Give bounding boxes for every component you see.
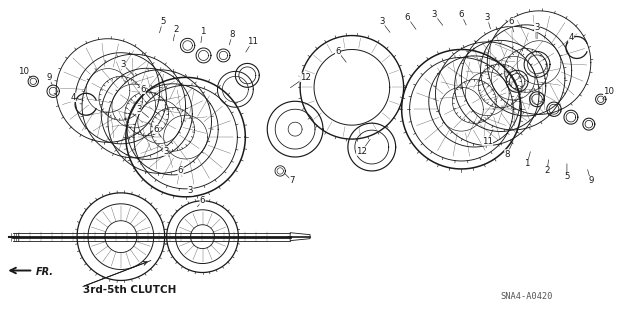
Text: 11: 11: [247, 37, 258, 46]
Text: 6: 6: [405, 13, 410, 22]
Text: 4: 4: [70, 93, 76, 102]
Text: 9: 9: [588, 176, 593, 185]
Text: 5: 5: [564, 173, 570, 182]
Text: 3: 3: [136, 105, 141, 114]
Text: 3: 3: [120, 60, 125, 69]
Text: 3: 3: [484, 13, 490, 22]
Text: 6: 6: [200, 196, 205, 205]
Text: 6: 6: [140, 85, 145, 94]
Text: 3: 3: [534, 23, 540, 32]
Text: FR.: FR.: [36, 266, 54, 277]
Text: 12: 12: [300, 73, 310, 82]
Text: 3: 3: [379, 17, 385, 26]
Text: SNA4-A0420: SNA4-A0420: [501, 292, 554, 301]
Text: 10: 10: [18, 67, 29, 76]
Text: 6: 6: [178, 167, 183, 175]
Text: 9: 9: [47, 73, 52, 82]
Text: 4: 4: [568, 33, 573, 42]
Text: 3: 3: [188, 186, 193, 195]
Text: 3: 3: [432, 10, 437, 19]
Text: 6: 6: [459, 10, 464, 19]
Text: 7: 7: [289, 176, 295, 185]
Text: 12: 12: [356, 146, 367, 156]
Text: 8: 8: [504, 150, 510, 159]
Text: 6: 6: [153, 125, 159, 134]
Text: 10: 10: [604, 87, 614, 96]
Text: 6: 6: [335, 47, 340, 56]
Text: 3rd-5th CLUTCH: 3rd-5th CLUTCH: [83, 286, 177, 295]
Text: 5: 5: [160, 17, 165, 26]
Text: 8: 8: [230, 30, 235, 39]
Text: 1: 1: [200, 27, 205, 36]
Text: 3: 3: [163, 146, 168, 156]
Text: 6: 6: [508, 17, 514, 26]
Text: 2: 2: [173, 25, 179, 34]
Text: 1: 1: [524, 160, 530, 168]
Text: 11: 11: [482, 137, 493, 145]
Text: 2: 2: [544, 167, 550, 175]
